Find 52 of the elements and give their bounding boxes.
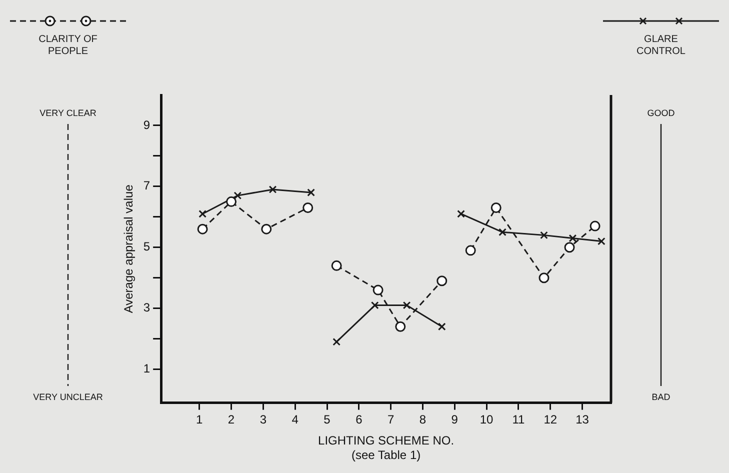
- point: [268, 186, 277, 194]
- x-tick-label: 6: [356, 412, 363, 426]
- point: [370, 301, 379, 310]
- point: [402, 301, 411, 310]
- point: [234, 192, 242, 200]
- point: [568, 234, 577, 242]
- point: [436, 276, 448, 286]
- x-tick-label: 4: [292, 412, 299, 426]
- x-tick-label: 3: [260, 412, 267, 426]
- y-tick-label: 7: [143, 178, 150, 193]
- point: [198, 210, 206, 218]
- point: [438, 322, 446, 331]
- point: [540, 231, 548, 240]
- y-tick-label: 3: [143, 300, 150, 315]
- x-tick-label: 11: [512, 412, 526, 426]
- x-tick-label: 7: [387, 412, 394, 426]
- point: [590, 220, 600, 232]
- point: [226, 196, 237, 207]
- point: [302, 202, 314, 214]
- point: [331, 260, 342, 271]
- point: [490, 202, 502, 214]
- point: [307, 188, 315, 196]
- point: [564, 242, 575, 253]
- point: [261, 224, 272, 234]
- x-axis-title: LIGHTING SCHEME NO. (see Table 1): [318, 434, 454, 462]
- y-axis-title: Average appraisal value: [122, 184, 136, 314]
- x-tick-label: 12: [544, 412, 558, 426]
- y-tick-label: 9: [143, 118, 150, 132]
- point: [332, 338, 341, 346]
- x-tick-label: 1: [196, 412, 204, 426]
- x-tick-label: 8: [419, 412, 426, 426]
- point: [498, 228, 506, 236]
- x-tick-label: 5: [324, 412, 331, 426]
- point: [372, 284, 384, 296]
- text: VERY CLEAR: [38, 108, 98, 118]
- text: GOOD: [646, 108, 676, 118]
- text: BAD: [650, 392, 672, 402]
- y-tick-label: 5: [143, 240, 150, 254]
- point: [457, 210, 465, 218]
- point: [197, 224, 208, 234]
- x-tick-label: 2: [228, 412, 235, 426]
- x-tick-label: 9: [451, 412, 458, 426]
- y-tick-label: 1: [143, 362, 150, 376]
- legend-label: GLARE CONTROL: [636, 34, 686, 58]
- point: [465, 245, 476, 256]
- x-tick-label: 10: [480, 412, 494, 426]
- legend-label: CLARITY OF PEOPLE: [38, 34, 98, 58]
- point: [538, 272, 550, 284]
- point: [597, 237, 606, 246]
- x-tick-label: 13: [576, 412, 590, 426]
- text: VERY UNCLEAR: [32, 392, 104, 402]
- point: [395, 321, 406, 332]
